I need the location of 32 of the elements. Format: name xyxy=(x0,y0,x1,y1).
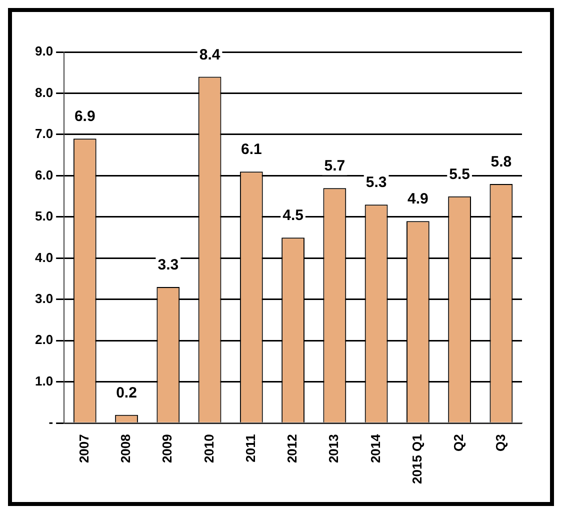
data-label: 5.5 xyxy=(449,166,470,183)
y-tick-label: 1.0 xyxy=(34,373,54,388)
x-tick-label: 2013 xyxy=(326,434,342,464)
x-tick-label: 2008 xyxy=(118,434,134,464)
x-tick-label: 2007 xyxy=(76,434,92,464)
data-label: 5.8 xyxy=(490,154,512,171)
data-label: 8.4 xyxy=(199,46,221,64)
data-label: 5.3 xyxy=(366,174,387,192)
y-tick-label: 6.0 xyxy=(34,167,54,182)
y-tick-label: 3.0 xyxy=(34,290,54,306)
data-label: 4.9 xyxy=(407,190,428,208)
y-tick-label: 4.0 xyxy=(34,250,54,265)
data-label: 5.7 xyxy=(324,158,346,175)
y-tick-label: 8.0 xyxy=(34,84,54,100)
y-tick-label: 9.0 xyxy=(34,44,54,59)
y-tick-label: 2.0 xyxy=(34,332,54,348)
x-tick-label: 2014 xyxy=(368,433,383,464)
data-label: 6.1 xyxy=(240,141,262,158)
data-label: 4.5 xyxy=(282,207,304,224)
x-tick-label: Q2 xyxy=(451,434,466,452)
data-label: 0.2 xyxy=(116,384,137,402)
x-tick-label: 2015 Q1 xyxy=(410,434,425,484)
data-label: 3.3 xyxy=(158,256,179,274)
x-tick-label: 2011 xyxy=(242,434,258,462)
y-tick-label: - xyxy=(48,414,54,430)
x-tick-label: Q3 xyxy=(492,434,508,452)
data-label: 6.9 xyxy=(74,108,96,126)
x-tick-label: 2010 xyxy=(201,434,216,464)
y-tick-label: 7.0 xyxy=(34,126,54,142)
x-tick-label: 2012 xyxy=(284,434,300,464)
y-tick-label: 5.0 xyxy=(34,208,54,224)
x-tick-label: 2009 xyxy=(160,434,175,464)
